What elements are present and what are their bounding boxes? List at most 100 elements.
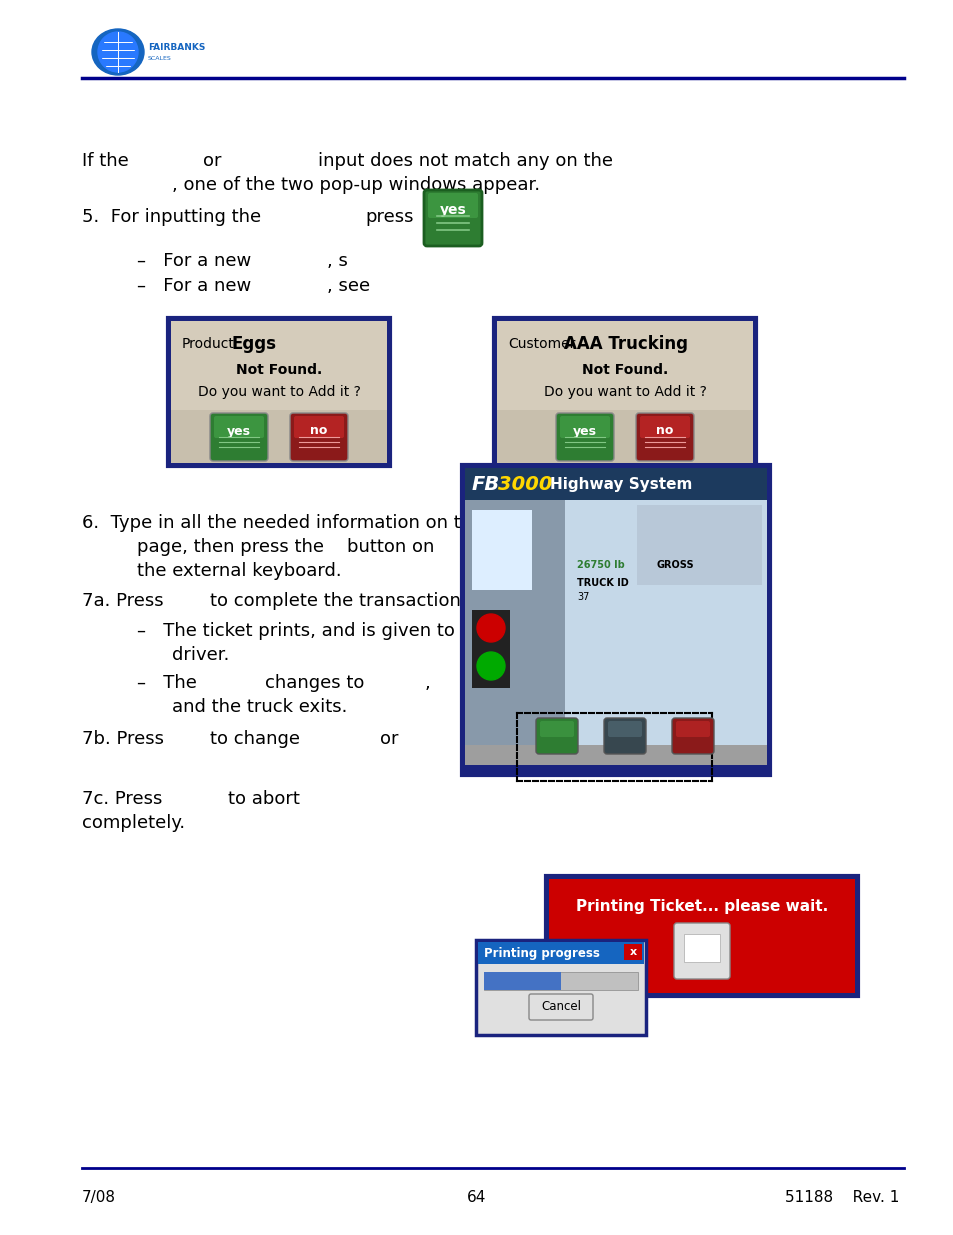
Text: yes: yes [227,425,251,437]
Text: Cancel: Cancel [540,1000,580,1014]
Text: 64: 64 [467,1191,486,1205]
Text: 26750 lb: 26750 lb [577,559,624,571]
Text: to change: to change [210,730,299,748]
Text: to complete the transaction.: to complete the transaction. [210,592,466,610]
Bar [637,505,761,585]
Bar [464,500,564,745]
FancyBboxPatch shape [423,190,481,246]
Text: Do you want to Add it ?: Do you want to Add it ? [197,385,360,399]
Bar [545,876,857,995]
FancyBboxPatch shape [529,994,593,1020]
Text: 7/08: 7/08 [82,1191,116,1205]
Text: Customer: Customer [507,337,575,351]
Text: , one of the two pop-up windows appear.: , one of the two pop-up windows appear. [172,177,539,194]
FancyBboxPatch shape [294,416,344,438]
Text: 6.  Type in all the needed information on the: 6. Type in all the needed information on… [82,514,483,532]
Bar [483,972,638,990]
FancyBboxPatch shape [671,718,713,755]
Text: x: x [629,947,636,957]
Text: FAIRBANKS: FAIRBANKS [148,43,205,53]
Text: changes to: changes to [265,674,364,692]
Text: AAA Trucking: AAA Trucking [563,335,687,353]
Bar [476,940,645,1035]
Text: or: or [203,152,221,170]
Text: ,: , [424,674,431,692]
Bar [497,321,752,463]
Text: –   For a new: – For a new [137,277,251,295]
Text: driver.: driver. [172,646,229,664]
Bar [464,468,766,500]
Text: If the: If the [82,152,129,170]
Text: , s: , s [327,252,348,270]
Bar [464,745,766,764]
Text: Printing Ticket... please wait.: Printing Ticket... please wait. [576,899,827,914]
Text: –   For a new: – For a new [137,252,251,270]
Text: 7c. Press: 7c. Press [82,790,162,808]
Text: –   The ticket prints, and is given to the: – The ticket prints, and is given to the [137,622,490,640]
Bar [623,944,641,960]
FancyBboxPatch shape [676,721,709,737]
Bar [483,972,560,990]
Text: no: no [310,425,327,437]
Bar [464,500,766,745]
Text: FB: FB [472,475,499,494]
Bar [171,410,387,463]
FancyBboxPatch shape [428,193,477,219]
Bar [497,410,752,463]
FancyBboxPatch shape [210,412,268,461]
FancyBboxPatch shape [636,412,693,461]
Text: 7a. Press: 7a. Press [82,592,164,610]
Text: TRUCK ID: TRUCK ID [577,578,628,588]
Bar [472,510,532,590]
Text: yes: yes [439,203,466,217]
Text: Eggs: Eggs [232,335,276,353]
Text: to abort: to abort [228,790,299,808]
Circle shape [476,652,504,680]
Bar [461,466,769,776]
Text: –   The: – The [137,674,196,692]
FancyBboxPatch shape [290,412,348,461]
FancyBboxPatch shape [607,721,641,737]
Bar [168,317,390,466]
Text: Highway System: Highway System [550,478,692,493]
FancyBboxPatch shape [536,718,578,755]
Text: input does not match any on the: input does not match any on the [317,152,613,170]
FancyBboxPatch shape [556,412,614,461]
FancyBboxPatch shape [539,721,574,737]
Bar [548,879,854,993]
Text: 51188    Rev. 1: 51188 Rev. 1 [783,1191,898,1205]
Bar [472,610,510,688]
Text: Not Found.: Not Found. [581,363,667,377]
Text: no: no [656,425,673,437]
FancyBboxPatch shape [673,923,729,979]
Text: 7b. Press: 7b. Press [82,730,164,748]
Text: 5.  For inputting the: 5. For inputting the [82,207,261,226]
Text: Do you want to Add it ?: Do you want to Add it ? [543,385,706,399]
Text: Product: Product [182,337,234,351]
Circle shape [476,614,504,642]
Text: , see: , see [327,277,370,295]
Text: 37: 37 [577,592,589,601]
Text: and the truck exits.: and the truck exits. [172,698,347,716]
Text: completely.: completely. [82,814,185,832]
Text: GROSS: GROSS [657,559,694,571]
Text: or: or [379,730,398,748]
FancyBboxPatch shape [603,718,645,755]
Text: yes: yes [573,425,597,437]
Ellipse shape [91,28,144,75]
Text: page, then press the: page, then press the [137,538,324,556]
Bar [494,317,755,466]
Text: button on: button on [347,538,434,556]
Bar [477,942,643,965]
Text: press: press [365,207,413,226]
Text: Printing progress: Printing progress [483,946,599,960]
Bar [683,934,720,962]
Bar [171,321,387,463]
FancyBboxPatch shape [639,416,689,438]
Text: Not Found.: Not Found. [235,363,322,377]
Text: the external keyboard.: the external keyboard. [137,562,341,580]
FancyBboxPatch shape [559,416,609,438]
FancyBboxPatch shape [213,416,264,438]
Text: SCALES: SCALES [148,57,172,62]
Text: 3000: 3000 [497,475,552,494]
